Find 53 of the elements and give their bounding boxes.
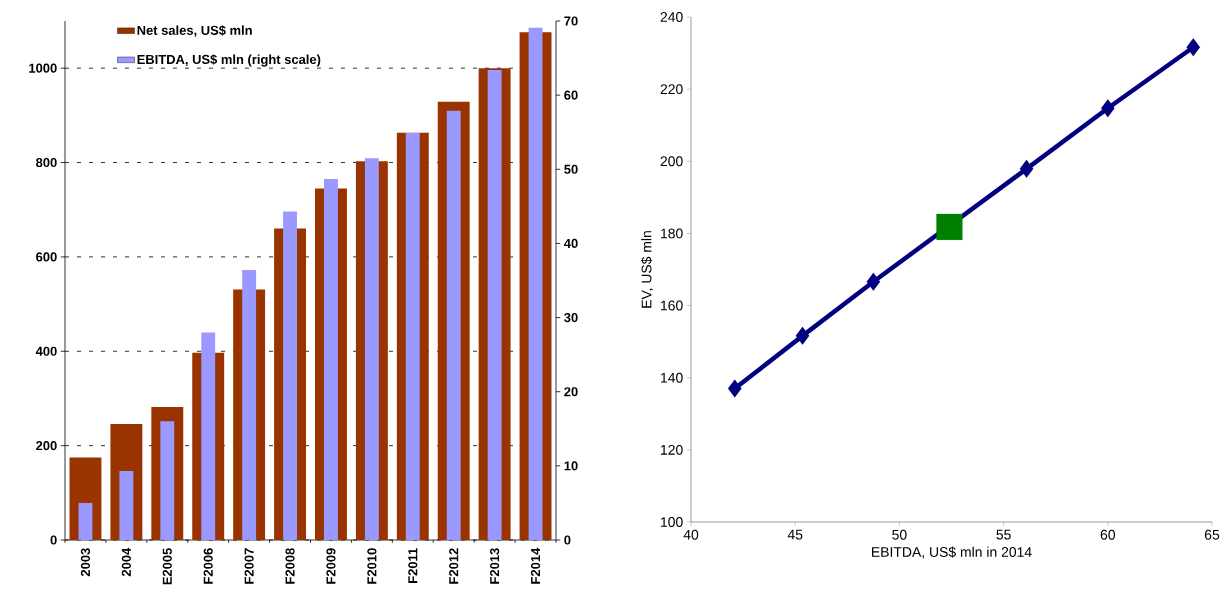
y-tick-label: 200 [660, 156, 683, 167]
y-tick-label: 160 [661, 300, 683, 311]
point [1101, 99, 1115, 118]
point [936, 213, 963, 240]
x-tick-label: 2003 [80, 548, 91, 577]
point [727, 379, 742, 398]
y-axis-title: EV, US$ mln [641, 231, 654, 308]
y2-tick-label: 40 [563, 238, 578, 249]
y-tick-label: 600 [36, 252, 57, 262]
y-tick-label: 100 [661, 517, 683, 527]
x-tick-label: E2005 [162, 548, 172, 585]
y-tick-label: 240 [660, 12, 683, 22]
x-tick-label: F2012 [449, 548, 459, 584]
point [795, 326, 810, 345]
point [1186, 38, 1201, 57]
y-tick-label: 120 [661, 444, 683, 455]
y2-tick-label: 0 [564, 535, 571, 545]
x-tick-label: 55 [996, 529, 1011, 540]
y2-tick-label: 30 [564, 312, 578, 323]
y2-tick-label: 50 [564, 164, 578, 174]
legend-label: EBITDA, US$ mln (right scale) [137, 54, 321, 67]
x-tick-label: F2007 [244, 548, 254, 584]
legend-label: Net sales, US$ mln [137, 25, 252, 37]
x-tick-label: 45 [787, 529, 803, 540]
bar [78, 502, 93, 540]
y-tick-label: 800 [36, 157, 57, 168]
y-tick-label: 400 [35, 346, 57, 356]
x-tick-label: 2004 [121, 547, 131, 577]
x-axis-title: EBITDA, US$ mln in 2014 [872, 546, 1032, 559]
x-tick-label: 40 [683, 529, 699, 540]
y2-tick-label: 60 [564, 90, 578, 100]
x-tick-label: F2009 [326, 548, 336, 584]
x-tick-label: F2006 [203, 548, 213, 584]
y2-tick-label: 10 [564, 461, 578, 471]
y-tick-label: 220 [660, 84, 683, 95]
x-tick-label: F2008 [285, 548, 295, 584]
x-tick-label: 65 [1204, 529, 1220, 540]
bar [119, 471, 134, 540]
x-tick-label: 60 [1100, 529, 1116, 540]
x-tick-label: F2014 [530, 547, 541, 584]
y-tick-label: 140 [661, 372, 683, 383]
x-tick-label: 50 [892, 529, 907, 540]
point [1019, 159, 1034, 178]
x-tick-label: F2011 [408, 548, 418, 583]
y2-tick-label: 20 [564, 387, 578, 397]
y2-tick-label: 70 [564, 16, 578, 26]
y-tick-label: 180 [661, 228, 683, 239]
point [866, 272, 881, 291]
y-tick-label: 0 [50, 535, 57, 545]
y-tick-label: 200 [36, 441, 57, 451]
x-tick-label: F2010 [367, 548, 377, 584]
y-tick-label: 1000 [29, 63, 57, 73]
x-tick-label: F2013 [490, 548, 500, 584]
